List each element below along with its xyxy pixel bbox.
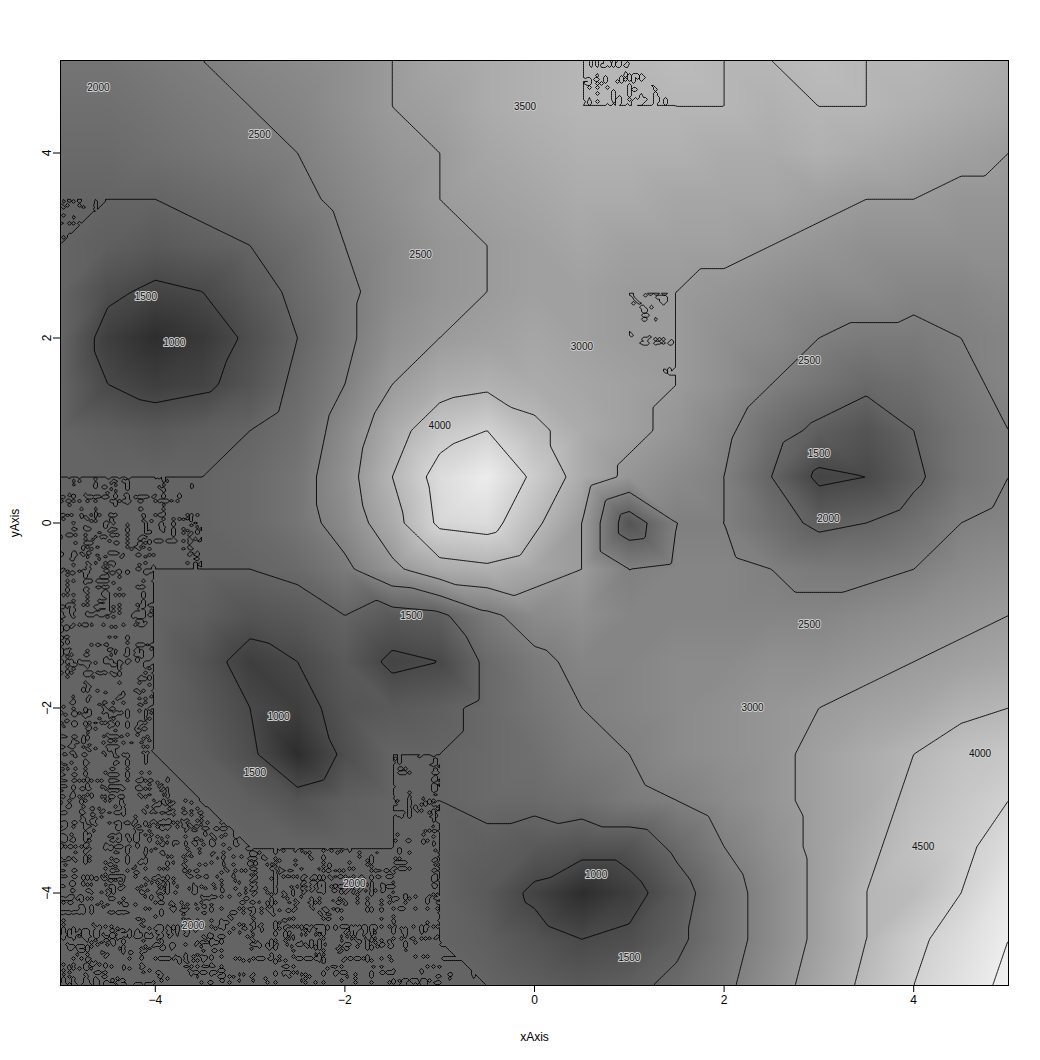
svg-text:1500: 1500: [135, 291, 158, 302]
svg-text:2000: 2000: [87, 82, 110, 93]
svg-text:3500: 3500: [514, 101, 537, 112]
svg-text:−4: −4: [40, 886, 54, 900]
svg-text:−4: −4: [148, 993, 162, 1007]
svg-text:3000: 3000: [571, 341, 594, 352]
svg-text:0: 0: [531, 993, 538, 1007]
svg-text:2500: 2500: [410, 249, 433, 260]
svg-text:1500: 1500: [618, 952, 641, 963]
svg-text:1000: 1000: [585, 869, 608, 880]
svg-text:4: 4: [910, 993, 917, 1007]
svg-text:−2: −2: [40, 701, 54, 715]
svg-text:yAxis: yAxis: [8, 509, 22, 538]
svg-text:xAxis: xAxis: [520, 1030, 549, 1044]
svg-text:3000: 3000: [741, 702, 764, 713]
svg-text:1500: 1500: [244, 767, 267, 778]
svg-text:0: 0: [40, 519, 54, 526]
svg-text:1000: 1000: [163, 337, 186, 348]
svg-text:4: 4: [40, 149, 54, 156]
svg-text:1500: 1500: [400, 610, 423, 621]
svg-text:2: 2: [40, 334, 54, 341]
svg-text:2000: 2000: [817, 513, 840, 524]
svg-text:2500: 2500: [798, 619, 821, 630]
svg-text:1500: 1500: [808, 448, 831, 459]
svg-text:2: 2: [721, 993, 728, 1007]
svg-text:2000: 2000: [182, 920, 205, 931]
svg-text:4000: 4000: [969, 748, 992, 759]
svg-text:4500: 4500: [912, 841, 935, 852]
svg-text:2000: 2000: [343, 878, 366, 889]
svg-text:2500: 2500: [798, 355, 821, 366]
svg-text:4000: 4000: [429, 420, 452, 431]
svg-text:1000: 1000: [267, 711, 290, 722]
svg-text:2500: 2500: [248, 129, 271, 140]
svg-text:−2: −2: [338, 993, 352, 1007]
